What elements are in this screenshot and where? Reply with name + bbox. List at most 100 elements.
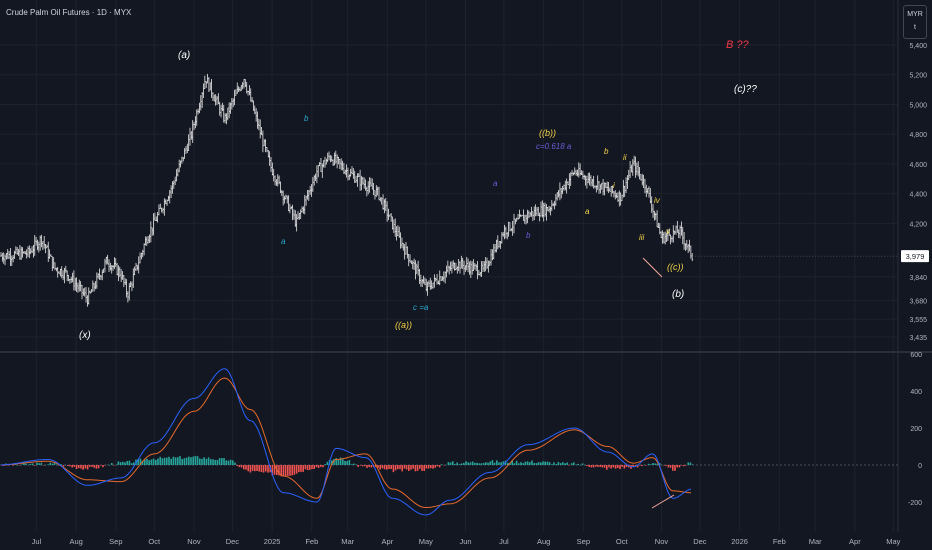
histogram-bar	[524, 461, 527, 465]
histogram-bar	[650, 464, 652, 465]
histogram-bar	[379, 465, 381, 470]
ohlc-bar	[349, 168, 352, 177]
histogram-bar	[236, 465, 238, 466]
histogram-bar	[23, 462, 25, 465]
histogram-bar	[625, 465, 628, 467]
price-tick-label: 4,200	[909, 221, 927, 228]
histogram-bar	[408, 465, 410, 472]
ohlc-bar	[646, 188, 649, 194]
histogram-bar	[207, 457, 210, 465]
ohlc-bar	[121, 271, 124, 280]
ohlc-bar	[236, 82, 239, 94]
histogram-bar	[7, 465, 10, 466]
ohlc-bar	[676, 221, 679, 233]
ohlc-bar	[559, 182, 561, 201]
histogram-bar	[474, 462, 476, 465]
ohlc-bar	[235, 89, 237, 96]
histogram-bar	[355, 464, 357, 465]
time-tick-label: Oct	[148, 537, 161, 546]
ohlc-bar	[44, 243, 47, 254]
wave-label-iii: iii	[639, 233, 645, 242]
histogram-bar	[221, 458, 223, 465]
ohlc-bar	[216, 95, 218, 105]
ohlc-bar	[6, 249, 9, 259]
histogram-bar	[575, 464, 577, 466]
histogram-bar	[482, 463, 485, 465]
time-tick-label: Aug	[537, 537, 550, 546]
histogram-bar	[685, 465, 687, 466]
ohlc-bar	[500, 232, 503, 244]
ohlc-bar	[473, 262, 476, 270]
ohlc-bar	[39, 235, 42, 251]
wave-label-ii: ii	[623, 153, 627, 162]
histogram-bar	[223, 457, 225, 465]
time-tick-label: Aug	[69, 537, 82, 546]
histogram-bar	[260, 465, 263, 472]
ohlc-bar	[368, 177, 371, 193]
ohlc-bar	[241, 82, 244, 90]
time-tick-label: Nov	[187, 537, 201, 546]
ohlc-bar	[191, 120, 194, 143]
histogram-bar	[335, 458, 337, 465]
histogram-bar	[229, 459, 232, 465]
histogram-bar	[392, 465, 395, 473]
histogram-bar	[141, 460, 144, 465]
histogram-bar	[542, 461, 544, 465]
ohlc-bar	[691, 253, 694, 262]
time-tick-label: Sep	[109, 537, 122, 546]
ohlc-bar	[365, 186, 368, 197]
histogram-bar	[621, 465, 623, 467]
ohlc-bar	[415, 263, 418, 274]
histogram-bar	[298, 465, 300, 473]
ohlc-bar	[355, 175, 357, 183]
ohlc-bar	[302, 206, 305, 214]
ohlc-bar	[12, 254, 15, 263]
ohlc-bar	[214, 94, 217, 106]
ohlc-bar	[549, 206, 552, 216]
histogram-bar	[641, 465, 643, 467]
ohlc-bar	[149, 221, 152, 243]
histogram-bar	[551, 464, 553, 465]
histogram-bar	[249, 465, 252, 473]
ohlc-bar	[590, 175, 592, 187]
histogram-bar	[309, 465, 311, 470]
ohlc-bar	[226, 107, 229, 121]
ohlc-bar	[534, 204, 537, 217]
osc-tick-label: 0	[918, 463, 922, 470]
time-tick-label: Jul	[499, 537, 509, 546]
histogram-bar	[691, 464, 694, 465]
ohlc-bar	[523, 214, 526, 224]
histogram-bar	[194, 455, 197, 465]
ohlc-bar	[487, 260, 490, 273]
histogram-bar	[247, 465, 249, 472]
time-tick-label: Nov	[655, 537, 669, 546]
histogram-bar	[416, 465, 419, 471]
ohlc-bar	[606, 181, 609, 192]
ohlc-bar	[457, 258, 460, 272]
ohlc-bar	[205, 81, 208, 89]
currency-selector[interactable]: MYR t	[903, 5, 927, 39]
histogram-bar	[449, 462, 452, 465]
histogram-bar	[383, 465, 386, 470]
ohlc-bar	[108, 259, 110, 273]
histogram-bar	[40, 462, 43, 465]
ohlc-bar	[550, 200, 553, 212]
ohlc-bar	[199, 95, 202, 111]
histogram-bar	[419, 465, 421, 469]
ohlc-bar	[613, 190, 615, 198]
histogram-bar	[75, 465, 78, 470]
histogram-bar	[434, 465, 436, 468]
osc-tick-label: 200	[910, 426, 922, 433]
histogram-bar	[568, 465, 571, 466]
price-trendline	[642, 257, 663, 278]
ohlc-bar	[194, 116, 197, 129]
ohlc-bar	[27, 246, 29, 258]
ohlc-bar	[8, 251, 10, 260]
histogram-bar	[603, 465, 606, 468]
price-tick-label: 5,000	[909, 102, 927, 109]
ohlc-bar	[280, 190, 283, 196]
histogram-bar	[205, 458, 208, 465]
ohlc-bar	[395, 226, 398, 241]
histogram-bar	[540, 462, 542, 465]
